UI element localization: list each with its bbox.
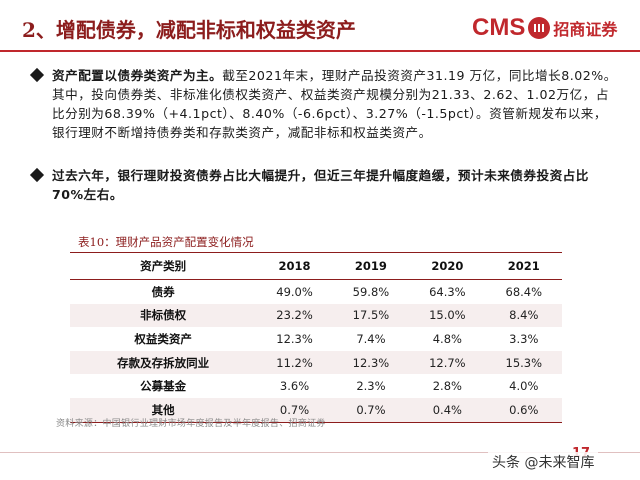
table-cell: 7.4% xyxy=(356,331,386,346)
table-cell: 23.2% xyxy=(276,308,313,323)
table-cell: 12.3% xyxy=(352,355,390,370)
bullet-point-2: 过去六年，银行理财投资债券占比大幅提升，但近三年提升幅度趋缓，预计未来债券投资占… xyxy=(29,166,620,204)
asset-allocation-table: 资产类别 2018 2019 2020 2021 债券 49.0% 59.8% … xyxy=(70,252,562,423)
column-header: 2021 xyxy=(485,252,562,280)
bullet-point-1: 资产配置以债券类资产为主。截至2021年末，理财产品投资资产31.19 万亿，同… xyxy=(29,66,620,142)
table-cell: 2.3% xyxy=(356,379,386,394)
logo-text: CMS xyxy=(472,14,526,41)
table-cell: 8.4% xyxy=(509,308,539,323)
page-title: 2、增配债券，减配非标和权益类资产 xyxy=(22,18,356,42)
table-cell: 17.5% xyxy=(352,308,390,323)
table-cell: 2.8% xyxy=(432,379,462,394)
table-row: 非标债权 23.2% 17.5% 15.0% 8.4% xyxy=(70,303,562,328)
table-row: 权益类资产 12.3% 7.4% 4.8% 3.3% xyxy=(70,327,562,351)
cms-coin-icon xyxy=(528,17,551,39)
bullet-lead: 资产配置以债券类资产为主。 xyxy=(52,68,223,83)
logo-chinese-name: 招商证券 xyxy=(553,20,618,39)
table-row: 存款及存拆放同业 11.2% 12.3% 12.7% 15.3% xyxy=(70,350,562,375)
column-header: 2018 xyxy=(256,252,333,280)
bullet-lead: 过去六年，银行理财投资债券占比大幅提升，但近三年提升幅度趋缓，预计未来债券投资占… xyxy=(52,168,589,202)
row-label: 非标债权 xyxy=(140,308,187,323)
table-cell: 0.4% xyxy=(409,397,486,423)
table-cell: 4.0% xyxy=(509,379,539,394)
table-cell: 12.7% xyxy=(429,355,466,370)
table-cell: 3.6% xyxy=(279,379,310,394)
table-cell: 49.0% xyxy=(276,284,313,299)
footer-divider xyxy=(0,452,640,453)
column-header: 2019 xyxy=(332,252,410,280)
row-label: 公募基金 xyxy=(140,379,187,394)
table-cell: 15.3% xyxy=(505,355,543,370)
table-cell: 0.7% xyxy=(332,397,410,423)
table-header-row: 资产类别 2018 2019 2020 2021 xyxy=(70,252,562,280)
table-cell: 3.3% xyxy=(509,331,539,346)
header-divider xyxy=(0,50,640,52)
table-cell: 59.8% xyxy=(352,284,390,299)
table-cell: 68.4% xyxy=(505,284,543,299)
row-label: 权益类资产 xyxy=(134,331,192,346)
table-row: 其他 0.7% 0.7% 0.4% 0.6% xyxy=(70,397,562,423)
column-header: 资产类别 xyxy=(70,252,257,280)
table-row: 债券 49.0% 59.8% 64.3% 68.4% xyxy=(70,279,562,304)
table-row: 公募基金 3.6% 2.3% 2.8% 4.0% xyxy=(70,374,562,398)
table-cell: 64.3% xyxy=(429,284,466,299)
bullet-text: 截至2021年末，理财产品投资资产31.19 万亿，同比增长8.02%。其中，投… xyxy=(52,68,617,140)
row-label: 债券 xyxy=(151,284,175,299)
column-header: 2020 xyxy=(409,252,486,280)
table-cell: 11.2% xyxy=(276,355,313,370)
table-cell: 12.3% xyxy=(276,331,313,346)
company-logo: CMS 招商证券 xyxy=(472,14,617,42)
source-note: 资料来源：中国银行业理财市场年度报告及半年度报告、招商证券 xyxy=(56,419,326,429)
table-cell: 4.8% xyxy=(432,331,462,346)
watermark-text: 头条 @未来智库 xyxy=(488,452,599,472)
diamond-bullet-icon xyxy=(29,67,45,83)
table-cell: 0.6% xyxy=(485,397,562,423)
row-label: 存款及存拆放同业 xyxy=(117,355,210,370)
diamond-bullet-icon xyxy=(29,167,45,183)
table-cell: 15.0% xyxy=(429,308,466,323)
row-label: 其他 xyxy=(70,397,257,423)
table-cell: 0.7% xyxy=(256,397,333,423)
table-title: 表10：理财产品资产配置变化情况 xyxy=(78,235,254,249)
